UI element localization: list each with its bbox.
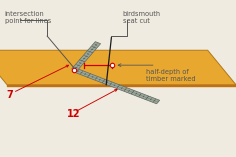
Text: 7: 7 (6, 90, 13, 100)
Text: half-depth of
timber marked: half-depth of timber marked (146, 69, 196, 82)
Polygon shape (0, 50, 236, 85)
Polygon shape (73, 68, 160, 104)
Text: intersection
point for lines: intersection point for lines (5, 11, 51, 24)
Text: birdsmouth
seat cut: birdsmouth seat cut (123, 11, 161, 24)
Polygon shape (72, 42, 101, 71)
Text: 12: 12 (67, 109, 81, 119)
